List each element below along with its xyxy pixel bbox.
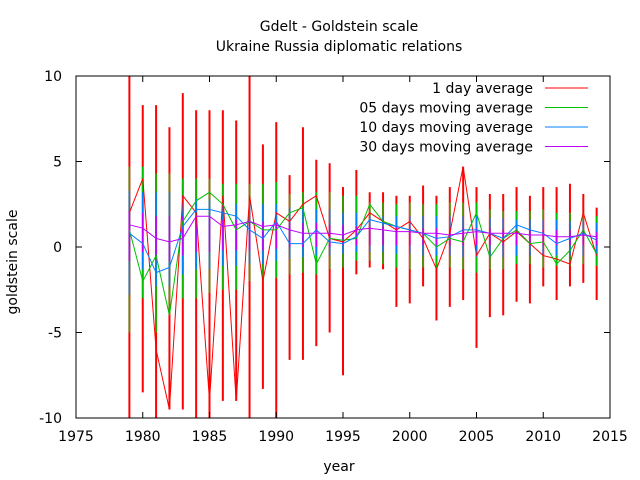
- y-axis-label: goldstein scale: [5, 210, 21, 315]
- x-tick-label: 2005: [459, 429, 495, 445]
- legend-label-30-days-moving-average: 30 days moving average: [359, 140, 533, 156]
- range-bands: [128, 76, 598, 418]
- chart-title: Gdelt - Goldstein scale: [260, 19, 419, 35]
- x-tick-label: 1995: [325, 429, 361, 445]
- legend-label-1-day-average: 1 day average: [432, 81, 533, 97]
- x-tick-label: 1980: [125, 429, 161, 445]
- x-tick-label: 2015: [592, 429, 628, 445]
- series-lines: [128, 166, 598, 410]
- legend-label-05-days-moving-average: 05 days moving average: [359, 101, 533, 117]
- y-tick-label: 5: [53, 155, 62, 171]
- y-tick-label: 10: [44, 69, 62, 85]
- y-tick-label: -10: [39, 411, 62, 427]
- series-line-30-days-moving-average: [129, 215, 597, 243]
- y-tick-label: -5: [48, 326, 62, 342]
- chart-subtitle: Ukraine Russia diplomatic relations: [216, 39, 463, 55]
- axis-ticks: 1975 1980 1985 1990 1995 2000 2005 2010 2015 -10 -…: [39, 69, 628, 445]
- x-tick-label: 2010: [525, 429, 561, 445]
- x-axis-label: year: [323, 459, 354, 475]
- x-tick-label: 1975: [58, 429, 94, 445]
- x-tick-label: 1985: [192, 429, 228, 445]
- series-line-1-day-average: [128, 166, 598, 410]
- series-line-05-days-moving-average: [128, 191, 598, 316]
- y-tick-label: 0: [53, 240, 62, 256]
- x-tick-label: 1990: [258, 429, 294, 445]
- legend: 1 day average 05 days moving average 10 da…: [359, 81, 588, 156]
- legend-label-10-days-moving-average: 10 days moving average: [359, 120, 533, 136]
- x-tick-label: 2000: [392, 429, 428, 445]
- series-line-10-days-moving-average: [129, 208, 597, 274]
